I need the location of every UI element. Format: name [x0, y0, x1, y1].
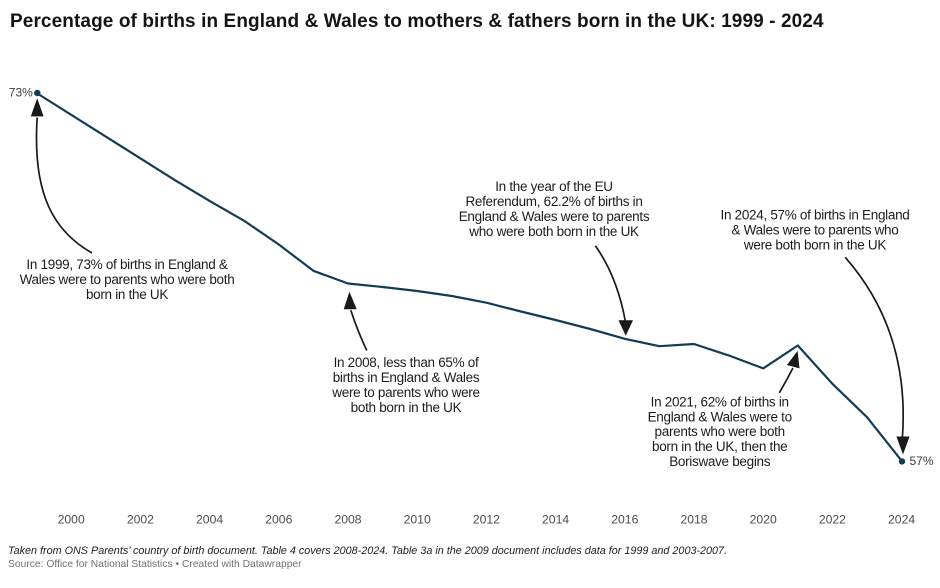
- svg-text:2024: 2024: [888, 513, 915, 527]
- svg-text:2014: 2014: [542, 513, 569, 527]
- svg-text:Taken from ONS Parents’ countr: Taken from ONS Parents’ country of birth…: [8, 545, 727, 557]
- svg-text:73%: 73%: [9, 86, 33, 100]
- svg-text:2002: 2002: [127, 513, 154, 527]
- svg-text:2016: 2016: [611, 513, 638, 527]
- svg-text:57%: 57%: [910, 454, 934, 468]
- svg-text:2020: 2020: [750, 513, 777, 527]
- svg-text:In 2024, 57% of births in Engl: In 2024, 57% of births in England & Wales…: [721, 208, 910, 253]
- svg-text:2022: 2022: [819, 513, 846, 527]
- svg-text:2008: 2008: [334, 513, 361, 527]
- svg-text:Percentage of births in Englan: Percentage of births in England & Wales …: [10, 11, 824, 32]
- svg-text:Source: Office for National St: Source: Office for National Statistics •…: [8, 559, 302, 570]
- svg-text:2006: 2006: [265, 513, 292, 527]
- svg-text:2012: 2012: [473, 513, 500, 527]
- svg-text:2018: 2018: [680, 513, 707, 527]
- svg-text:2004: 2004: [196, 513, 223, 527]
- svg-text:2000: 2000: [58, 513, 85, 527]
- svg-text:2010: 2010: [404, 513, 431, 527]
